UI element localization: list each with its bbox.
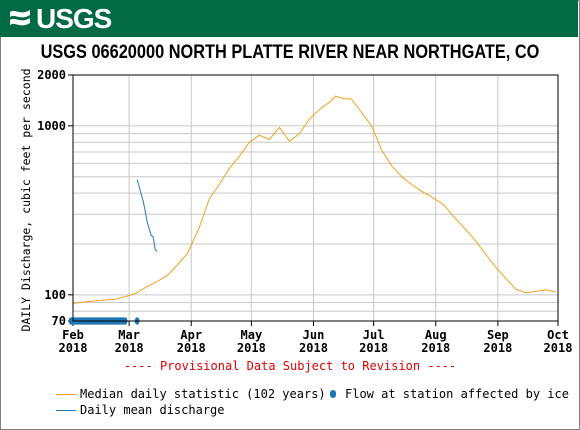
x-tick-label-month: Mar [118, 328, 140, 342]
x-tick-label-month: May [241, 328, 263, 342]
x-tick-label-month: Feb [62, 328, 84, 342]
x-tick-label-year: 2018 [421, 341, 450, 355]
series-layer [72, 95, 557, 304]
y-tick-label: 2000 [37, 68, 66, 82]
legend-median-label: Median daily statistic (102 years) [80, 387, 326, 401]
median-daily-line [72, 95, 557, 304]
usgs-logo-text: USGS [36, 2, 112, 34]
y-tick-label: 70 [52, 314, 66, 328]
legend-daily-mean-label: Daily mean discharge [80, 403, 225, 417]
chart-grid [68, 74, 559, 326]
plot-area-border [72, 74, 559, 322]
y-tick-label: 100 [44, 288, 66, 302]
legend-median-line-swatch [56, 393, 76, 395]
legend-item-median: Median daily statistic (102 years) [56, 386, 326, 402]
x-tick-label-year: 2018 [237, 341, 266, 355]
x-tick-label-year: 2018 [359, 341, 388, 355]
x-tick-label-year: 2018 [59, 341, 88, 355]
x-tick-label-year: 2018 [544, 341, 573, 355]
x-tick-label-year: 2018 [115, 341, 144, 355]
y-tick-label: 1000 [37, 119, 66, 133]
legend-ice-label: Flow at station affected by ice [345, 387, 569, 401]
x-tick-label-month: Oct [547, 328, 569, 342]
y-tick-labels: 70 100 1000 2000 [37, 68, 66, 328]
x-tick-label-month: Jul [363, 328, 385, 342]
x-tick-label-month: Sep [487, 328, 509, 342]
x-tick-labels: Feb2018Mar2018Apr2018May2018Jun2018Jul20… [59, 328, 573, 355]
usgs-logo[interactable]: USGS [8, 2, 112, 34]
legend-ice-dot-swatch [330, 390, 336, 398]
x-tick-label-year: 2018 [177, 341, 206, 355]
usgs-wave-icon [10, 9, 30, 25]
legend-item-daily-mean: Daily mean discharge [56, 402, 225, 418]
legend-daily-mean-line-swatch [56, 409, 76, 411]
chart-title: USGS 06620000 NORTH PLATTE RIVER NEAR NO… [40, 42, 540, 63]
legend-item-ice: Flow at station affected by ice [330, 386, 569, 402]
x-tick-label-year: 2018 [483, 341, 512, 355]
x-tick-label-year: 2018 [299, 341, 328, 355]
daily-mean-line [136, 179, 158, 253]
x-tick-label-month: Jun [303, 328, 325, 342]
x-tick-label-month: Aug [425, 328, 447, 342]
provisional-data-notice: ---- Provisional Data Subject to Revisio… [123, 359, 457, 373]
x-tick-label-month: Apr [180, 328, 202, 342]
usgs-header-bar: USGS [0, 0, 578, 37]
